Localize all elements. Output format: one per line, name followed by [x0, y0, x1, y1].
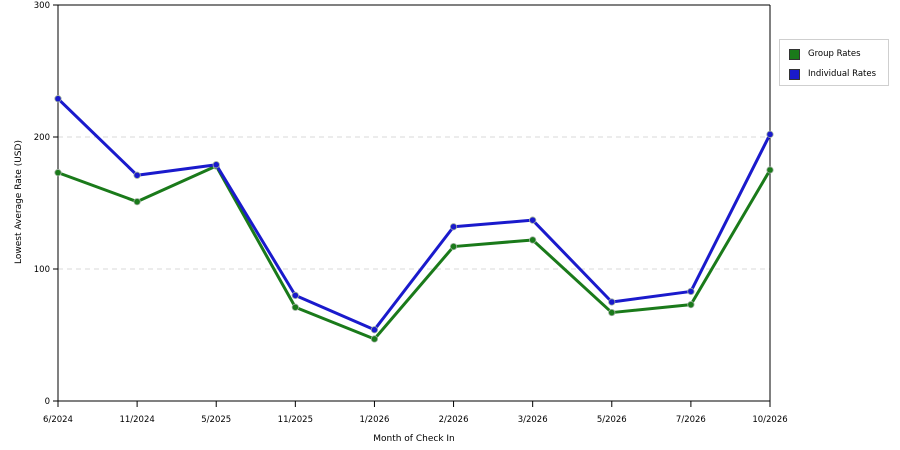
x-tick-label: 3/2026 [518, 415, 548, 425]
legend: Group Rates Individual Rates [779, 39, 889, 86]
data-point-group-rates [687, 301, 695, 309]
y-tick-label: 300 [34, 1, 50, 11]
y-tick-label: 200 [34, 133, 50, 143]
data-point-individual-rates [370, 326, 379, 334]
data-point-individual-rates [529, 216, 537, 224]
data-point-group-rates [291, 303, 299, 311]
x-tick-label: 7/2026 [676, 415, 706, 425]
series-line-group-rates [56, 164, 772, 341]
data-point-individual-rates [212, 161, 220, 169]
data-point-individual-rates [291, 291, 299, 299]
series-layer [54, 95, 774, 343]
grid [58, 136, 770, 270]
y-tick-label: 100 [34, 265, 50, 275]
x-axis-title: Month of Check In [373, 434, 455, 444]
data-point-group-rates [54, 169, 62, 177]
x-tick-label: 11/2024 [119, 415, 154, 425]
data-point-individual-rates [608, 298, 616, 306]
x-tick-label: 10/2026 [752, 415, 787, 425]
data-point-individual-rates [133, 171, 141, 179]
x-tick-label: 11/2025 [278, 415, 313, 425]
data-point-group-rates [766, 166, 774, 174]
y-axis-title: Lowest Average Rate (USD) [14, 140, 24, 264]
legend-label-individual: Individual Rates [808, 69, 877, 79]
x-tick-label: 5/2026 [597, 415, 627, 425]
data-point-individual-rates [687, 287, 695, 296]
data-point-individual-rates [449, 223, 458, 231]
series-line-individual-rates [56, 97, 772, 332]
data-point-group-rates [370, 335, 379, 343]
x-tick-label: 5/2025 [201, 415, 231, 425]
legend-item-individual: Individual Rates [789, 67, 876, 81]
axes [53, 4, 771, 407]
data-point-group-rates [449, 242, 458, 251]
legend-swatch-group [789, 48, 800, 60]
data-point-individual-rates [54, 95, 62, 103]
legend-item-group: Group Rates [789, 47, 861, 61]
data-point-group-rates [133, 198, 141, 206]
y-tick-label: 0 [45, 397, 50, 407]
data-point-group-rates [608, 308, 616, 317]
data-point-individual-rates [766, 130, 774, 138]
labels: 0 100 200 300 6/2024 11/2024 5/2025 11/2025 1/20… [34, 1, 788, 425]
x-tick-label: 2/2026 [439, 415, 469, 425]
legend-swatch-individual [789, 68, 800, 80]
legend-label-group: Group Rates [808, 49, 861, 59]
x-tick-label: 6/2024 [43, 415, 73, 425]
data-point-group-rates [529, 236, 537, 244]
x-tick-label: 1/2026 [359, 415, 389, 425]
